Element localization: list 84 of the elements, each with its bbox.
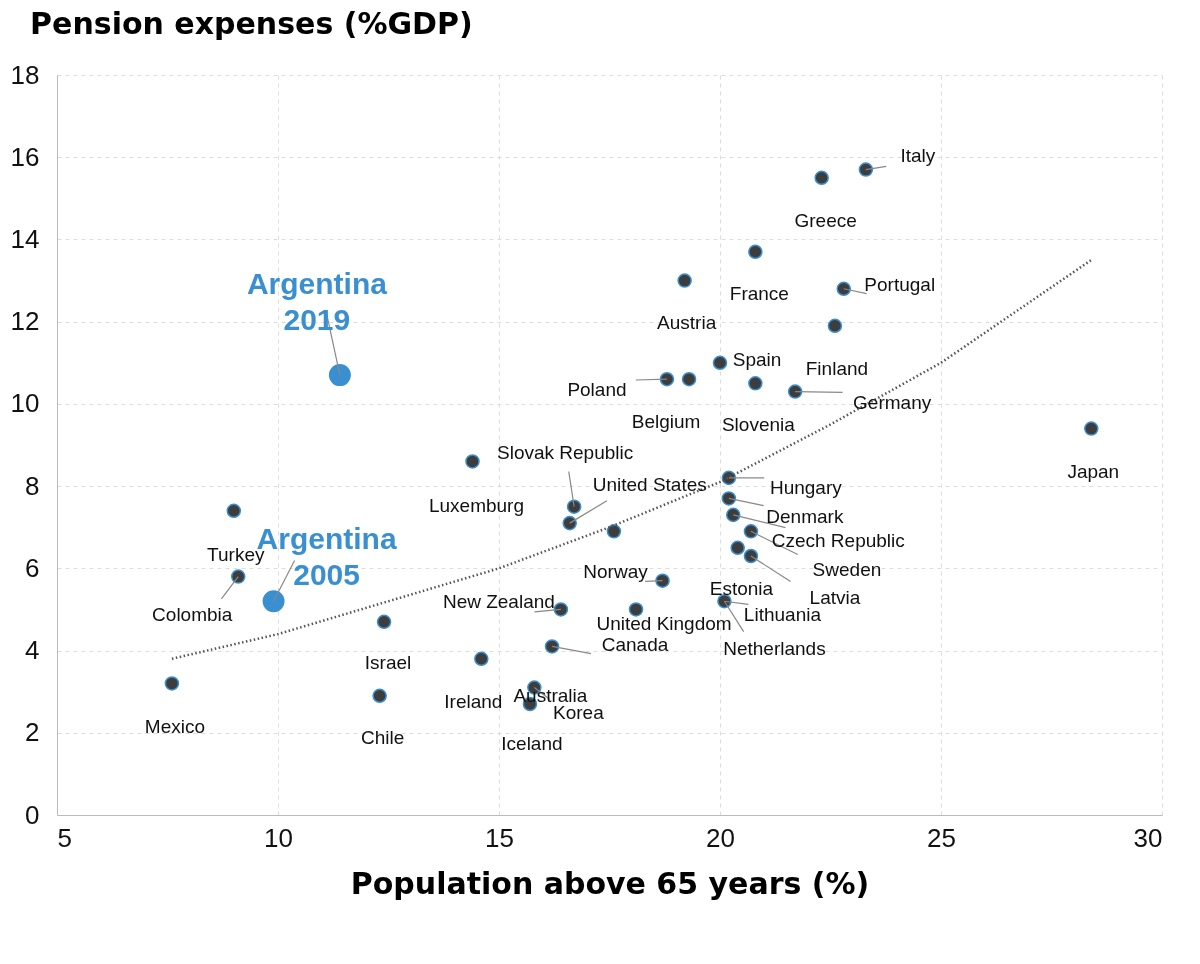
point	[712, 355, 728, 371]
point	[677, 273, 692, 288]
point	[681, 371, 697, 387]
annotation: Israel	[364, 651, 412, 673]
point	[743, 524, 759, 539]
annotation: France	[729, 282, 789, 304]
point	[544, 639, 560, 654]
annotation: Italy	[900, 144, 936, 166]
point	[836, 281, 852, 297]
annotation: Chile	[361, 726, 405, 748]
y-tick-label: 16	[10, 141, 40, 172]
annotation: Luxemburg	[428, 495, 525, 517]
point	[328, 364, 351, 387]
annotation: Denmark	[766, 506, 844, 528]
point	[659, 371, 675, 387]
annotation: Portugal	[864, 273, 936, 295]
point	[858, 162, 874, 177]
annotation: Germany	[853, 391, 932, 413]
annotation: Slovak Republic	[497, 441, 634, 463]
point	[164, 676, 180, 691]
annotation: Ireland	[444, 690, 503, 712]
point	[730, 540, 745, 556]
point	[553, 602, 569, 617]
y-tick-label: 6	[25, 552, 40, 583]
x-tick-label: 5	[57, 822, 72, 853]
point	[226, 503, 242, 519]
point	[655, 573, 670, 588]
point	[372, 688, 387, 704]
point	[721, 491, 737, 506]
point	[748, 376, 763, 391]
y-tick-label: 14	[10, 223, 40, 254]
y-tick-label: 8	[25, 470, 40, 501]
annotation: Estonia	[709, 578, 774, 600]
point	[725, 507, 741, 523]
x-tick-label: 10	[264, 822, 293, 853]
annotation: New Zealand	[442, 591, 555, 613]
annotation: Belgium	[631, 411, 701, 433]
annotation: Netherlands	[723, 638, 826, 660]
annotation: Slovenia	[721, 414, 796, 436]
annotation: Hungary	[769, 476, 843, 498]
annotation: Korea	[553, 701, 605, 723]
annotation: United States	[592, 474, 707, 496]
point	[814, 170, 829, 186]
annotation: Austria	[657, 311, 717, 333]
x-tick-label: 25	[927, 822, 956, 853]
point	[262, 590, 285, 613]
annotation: Argentina 2019	[246, 267, 388, 337]
point	[827, 318, 843, 334]
point	[465, 454, 480, 469]
annotation: United Kingdom	[596, 613, 732, 635]
point	[474, 651, 489, 667]
point	[628, 602, 644, 617]
annotation: Norway	[583, 560, 649, 582]
chart-title: Pension expenses (%GDP)	[30, 6, 473, 41]
point	[787, 384, 803, 399]
point	[376, 614, 392, 630]
annotation: Iceland	[501, 733, 563, 754]
point	[230, 569, 246, 584]
annotation: Poland	[567, 379, 627, 401]
annotation: Greece	[794, 209, 857, 231]
y-tick-label: 18	[10, 59, 40, 90]
annotation: Sweden	[812, 559, 882, 581]
annotation: Spain	[732, 348, 782, 370]
y-tick-label: 12	[10, 306, 40, 337]
annotation: Canada	[601, 634, 669, 656]
annotation: Czech Republic	[771, 529, 905, 551]
x-tick-label: 30	[1133, 822, 1163, 853]
point	[743, 548, 759, 564]
annotation: Japan	[1067, 460, 1120, 482]
point	[566, 499, 582, 514]
point	[748, 244, 763, 260]
point	[1084, 421, 1099, 436]
x-tick-label: 20	[706, 822, 735, 853]
x-axis-title: Population above 65 years (%)	[350, 865, 870, 901]
y-tick-label: 0	[25, 799, 40, 830]
point	[606, 524, 622, 539]
annotation: Colombia	[152, 603, 233, 625]
y-tick-label: 10	[10, 388, 40, 419]
annotation: Finland	[805, 357, 869, 379]
x-tick-label: 15	[485, 822, 514, 853]
y-tick-label: 2	[25, 717, 40, 748]
y-tick-label: 4	[25, 635, 40, 666]
annotation: Mexico	[144, 716, 206, 738]
point	[562, 515, 577, 531]
